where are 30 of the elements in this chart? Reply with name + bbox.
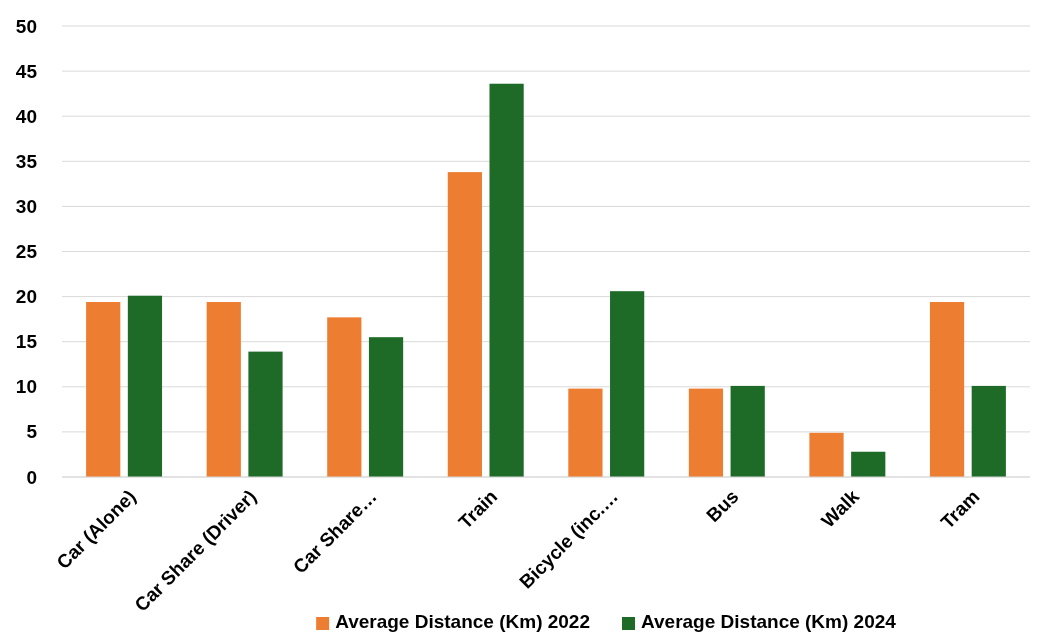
- bar: [248, 351, 283, 477]
- bar: [206, 302, 241, 477]
- y-tick-label: 30: [15, 195, 37, 217]
- bar: [327, 317, 362, 477]
- bar: [86, 302, 121, 477]
- bar: [489, 83, 524, 477]
- bar: [971, 385, 1006, 477]
- x-tick-label: Bus: [702, 485, 743, 527]
- legend-label: Average Distance (Km) 2022: [335, 611, 590, 632]
- y-tick-label: 0: [26, 466, 37, 488]
- bar: [929, 302, 965, 477]
- bar: [730, 385, 765, 477]
- y-tick-label: 25: [15, 241, 38, 263]
- y-tick-label: 5: [26, 421, 38, 443]
- bar: [368, 337, 404, 477]
- y-tick-label: 10: [15, 376, 37, 398]
- bar: [610, 291, 645, 477]
- y-tick-label: 50: [15, 15, 37, 37]
- bar: [851, 451, 886, 477]
- bar: [568, 388, 603, 477]
- bar: [447, 172, 482, 477]
- bar: [809, 432, 844, 477]
- y-tick-label: 35: [15, 150, 38, 172]
- legend-label: Average Distance (Km) 2024: [641, 611, 897, 632]
- y-tick-label: 45: [15, 60, 38, 82]
- y-tick-label: 15: [15, 331, 38, 353]
- bar: [127, 295, 163, 477]
- y-tick-label: 20: [15, 286, 37, 308]
- y-tick-label: 40: [15, 105, 37, 127]
- bar: [688, 388, 724, 477]
